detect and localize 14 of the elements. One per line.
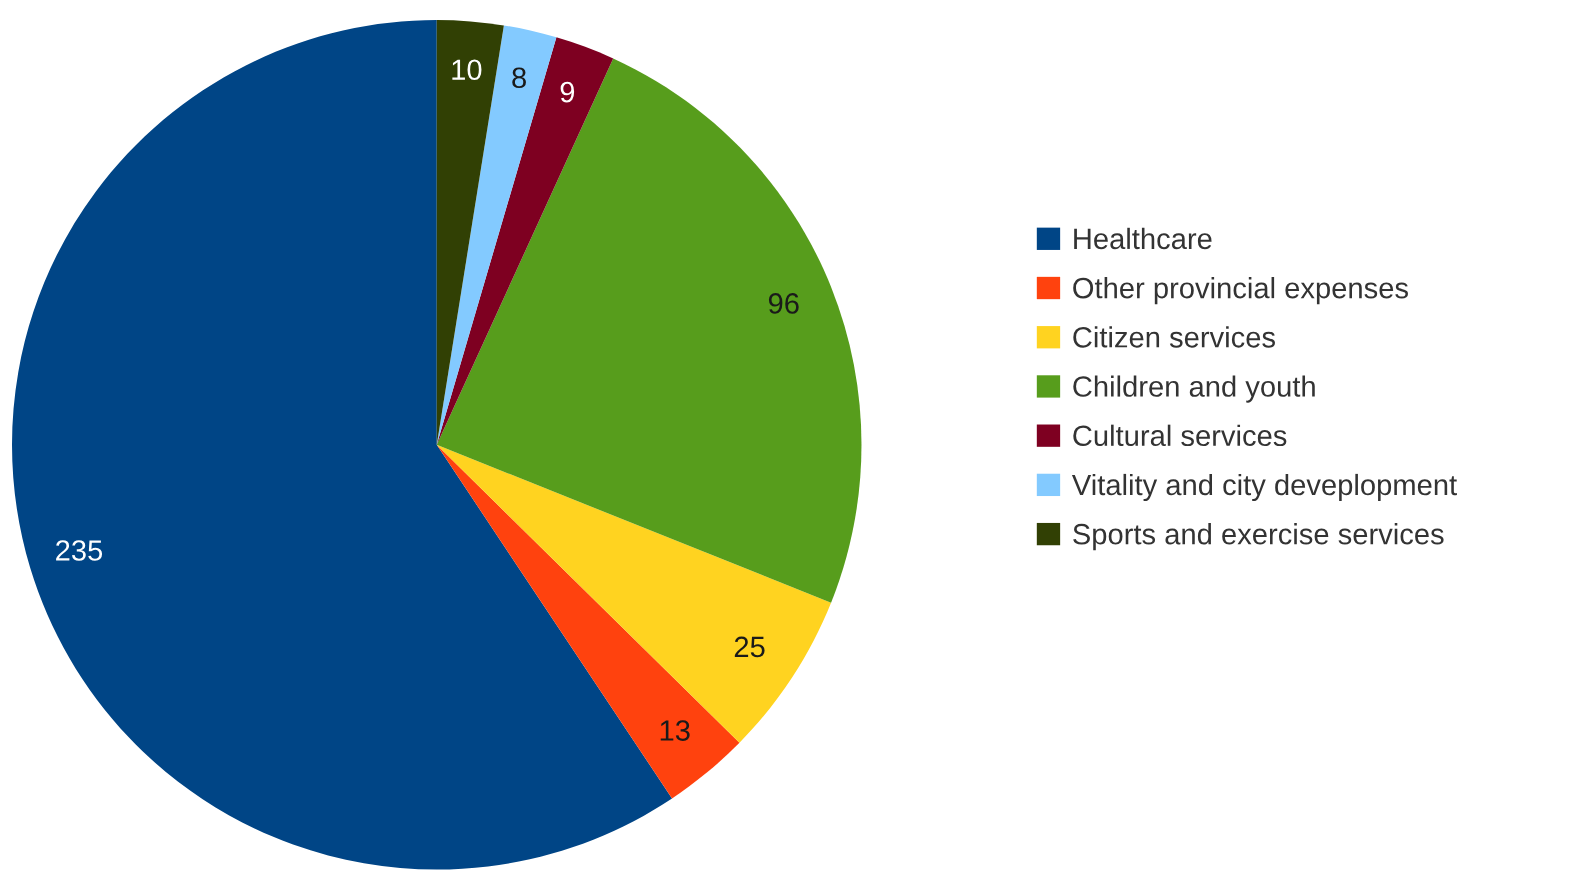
legend-label: Vitality and city deveplopment	[1071, 473, 1457, 502]
data-label: 96	[768, 293, 799, 314]
data-label: 9	[560, 81, 575, 103]
legend-label: Healthcare	[1074, 227, 1212, 250]
legend-label: Other provincial expenses	[1073, 277, 1408, 305]
legend-label: Citizen services	[1073, 326, 1275, 348]
legend-label: Children and youth	[1073, 375, 1315, 403]
legend-label: Sports and exercise services	[1073, 523, 1444, 551]
data-label: 25	[734, 636, 765, 658]
data-label: 13	[660, 720, 690, 741]
legend-label: Cultural services	[1073, 424, 1287, 447]
data-label: 235	[56, 540, 103, 561]
data-label: 10	[452, 59, 482, 81]
data-label: 8	[512, 67, 526, 89]
